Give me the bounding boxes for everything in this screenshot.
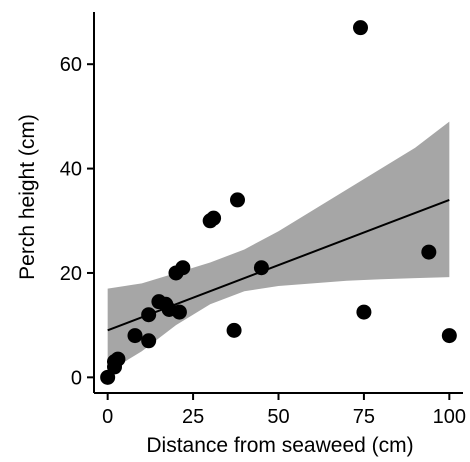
data-point-14 [206,211,221,226]
data-point-17 [254,260,269,275]
data-point-19 [356,305,371,320]
data-point-18 [353,20,368,35]
data-point-4 [128,328,143,343]
x-tick-label-0: 0 [102,406,113,428]
y-axis-title: Perch height (cm) [16,114,39,280]
data-point-16 [230,192,245,207]
confidence-band-layer [108,122,450,373]
x-tick-label-100: 100 [433,406,466,428]
y-tick-label-40: 40 [60,159,82,181]
data-point-6 [141,333,156,348]
x-tick-label-50: 50 [267,406,289,428]
y-tick-label-20: 20 [60,263,82,285]
y-tick-label-60: 60 [60,54,82,76]
data-point-12 [175,260,190,275]
data-point-3 [110,352,125,367]
data-point-21 [442,328,457,343]
confidence-band [108,122,450,373]
x-tick-label-25: 25 [182,406,204,428]
y-tick-label-0: 0 [71,367,82,389]
data-point-5 [141,307,156,322]
data-point-15 [227,323,242,338]
data-point-20 [421,245,436,260]
x-tick-label-75: 75 [353,406,375,428]
x-axis-title: Distance from seaweed (cm) [146,434,413,457]
data-point-11 [172,305,187,320]
